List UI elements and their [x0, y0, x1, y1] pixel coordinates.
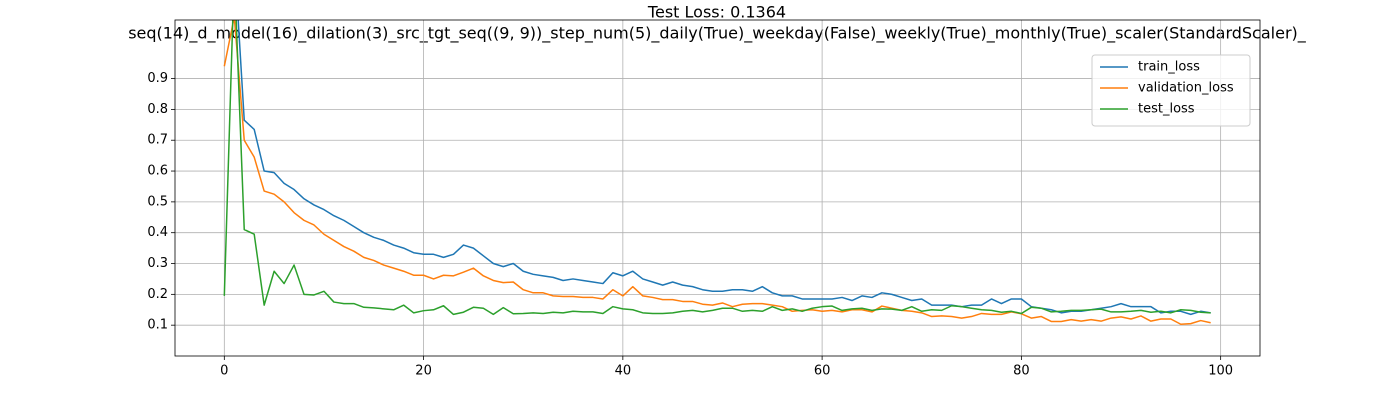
y-tick-label: 0.1	[147, 318, 168, 333]
x-tick-label: 100	[1208, 364, 1233, 379]
series-line	[237, 20, 1211, 316]
x-tick-label: 0	[220, 364, 228, 379]
legend-label: validation_loss	[1138, 81, 1234, 96]
y-tick-label: 0.4	[147, 225, 168, 240]
legend: train_loss validation_loss test_loss	[1091, 54, 1251, 127]
legend-box	[1091, 54, 1251, 127]
y-tick-label: 0.2	[147, 287, 168, 302]
chart-title: Test Loss: 0.1364	[647, 3, 786, 22]
axes-frame	[174, 19, 1261, 357]
x-tick-label: 80	[1013, 364, 1030, 379]
plot-lines	[223, 20, 1211, 325]
x-tick-label: 40	[615, 364, 632, 379]
y-tick-label: 0.9	[147, 71, 168, 86]
x-tick-label: 60	[814, 364, 831, 379]
y-tick-label: 0.8	[147, 102, 168, 117]
legend-label: train_loss	[1138, 60, 1200, 75]
chart-subtitle: seq(14)_d_model(16)_dilation(3)_src_tgt_…	[128, 24, 1307, 44]
legend-label: test_loss	[1138, 102, 1195, 117]
grid	[175, 20, 1260, 356]
y-tick-label: 0.3	[147, 256, 168, 271]
series-line	[223, 20, 1211, 316]
y-tick-label: 0.7	[147, 133, 168, 148]
y-tick-label: 0.5	[147, 194, 168, 209]
y-tick-label: 0.6	[147, 164, 168, 179]
series-line	[223, 20, 1211, 325]
x-tick-label: 20	[415, 364, 432, 379]
